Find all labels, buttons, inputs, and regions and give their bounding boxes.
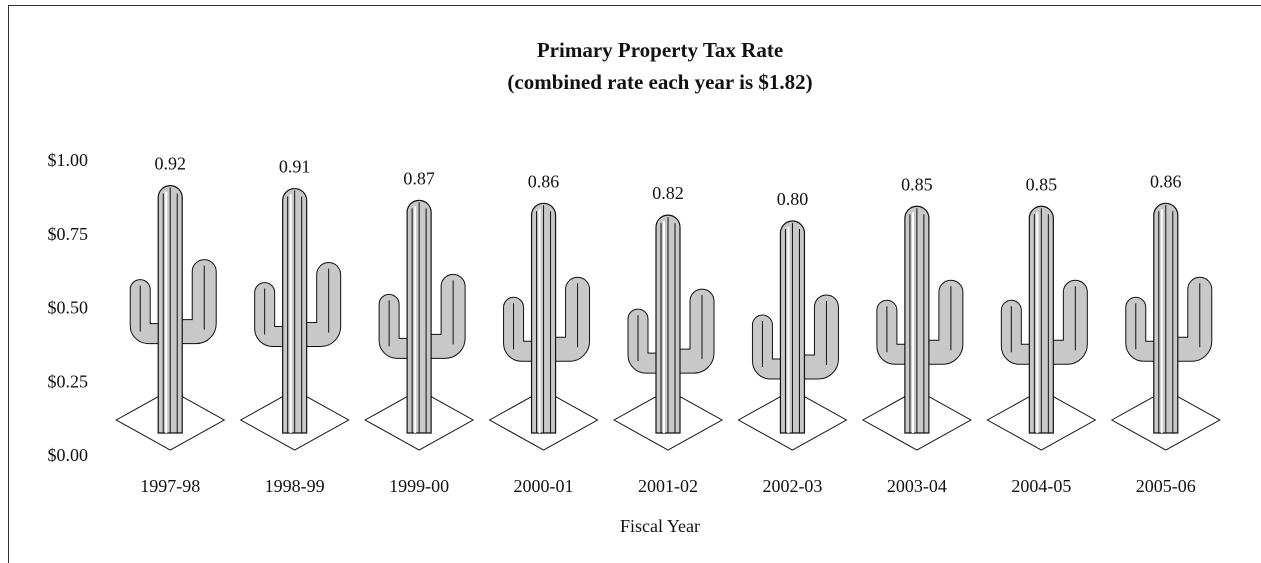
value-label: 0.87	[403, 168, 435, 188]
x-tick-label: 1998-99	[265, 476, 325, 496]
chart: Primary Property Tax Rate (combined rate…	[0, 0, 1261, 563]
cactus-arm	[504, 297, 534, 361]
value-label: 0.80	[777, 189, 809, 209]
value-label: 0.86	[528, 171, 560, 191]
value-label: 0.85	[1026, 174, 1058, 194]
cactus-arm	[628, 309, 658, 373]
x-axis-label: Fiscal Year	[620, 516, 700, 536]
cactus-arm	[1176, 277, 1212, 361]
x-tick-label: 2001-02	[638, 476, 698, 496]
y-tick-label: $0.75	[48, 224, 89, 244]
cactus-arm	[429, 274, 465, 358]
cactus-arm	[802, 295, 838, 379]
value-label: 0.91	[279, 157, 311, 177]
value-label: 0.86	[1150, 171, 1182, 191]
cactus-arm	[379, 294, 409, 358]
y-tick-label: $0.50	[48, 298, 89, 318]
cactus-arm	[255, 283, 285, 347]
cactus-arm	[877, 300, 907, 364]
x-tick-label: 2003-04	[887, 476, 947, 496]
cactus-arm	[180, 260, 216, 344]
x-tick-label: 1997-98	[140, 476, 200, 496]
value-label: 0.92	[154, 154, 186, 174]
cactus-arm	[927, 280, 963, 364]
y-tick-label: $0.00	[48, 445, 89, 465]
cactus-arm	[1001, 300, 1031, 364]
y-tick-label: $0.25	[48, 371, 89, 391]
x-tick-label: 1999-00	[389, 476, 449, 496]
value-label: 0.85	[901, 174, 933, 194]
cactus-arm	[1051, 280, 1087, 364]
y-tick-label: $1.00	[48, 150, 89, 170]
chart-subtitle: (combined rate each year is $1.82)	[507, 70, 812, 94]
cactus-arm	[678, 289, 714, 373]
value-label: 0.82	[652, 183, 684, 203]
chart-title: Primary Property Tax Rate	[537, 38, 783, 62]
cactus-arm	[305, 263, 341, 347]
x-tick-label: 2000-01	[514, 476, 574, 496]
x-tick-label: 2002-03	[762, 476, 822, 496]
cactus-arm	[130, 280, 160, 344]
x-tick-label: 2004-05	[1011, 476, 1071, 496]
cactus-arm	[752, 315, 782, 379]
cactus-arm	[1126, 297, 1156, 361]
x-tick-label: 2005-06	[1136, 476, 1196, 496]
cactus-arm	[554, 277, 590, 361]
